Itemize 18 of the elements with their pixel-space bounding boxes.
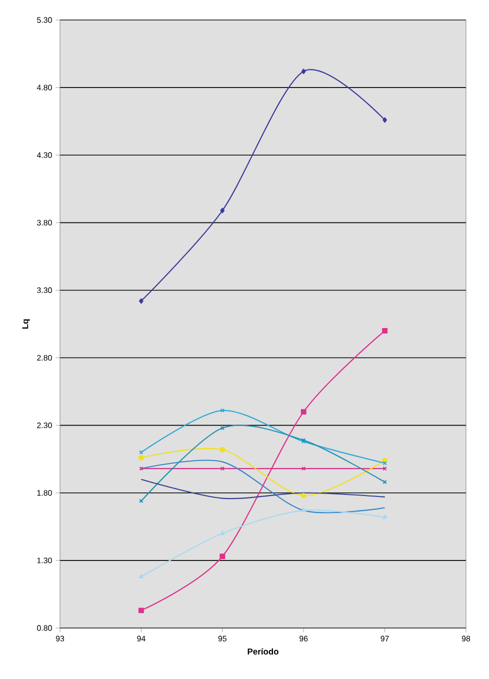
point bbox=[220, 530, 225, 536]
point bbox=[220, 446, 226, 452]
point bbox=[220, 208, 225, 214]
point bbox=[300, 492, 306, 498]
point bbox=[382, 514, 388, 519]
line-series bbox=[140, 478, 386, 500]
point bbox=[138, 455, 144, 460]
point bbox=[138, 574, 144, 578]
point bbox=[139, 298, 144, 304]
x-axis-title: Período bbox=[248, 648, 278, 655]
point bbox=[138, 608, 144, 614]
point bbox=[301, 68, 306, 74]
point bbox=[301, 508, 306, 512]
point bbox=[382, 328, 388, 334]
point bbox=[300, 409, 306, 415]
point bbox=[220, 554, 226, 560]
y-axis-title: Lq bbox=[22, 319, 30, 329]
point bbox=[382, 117, 387, 123]
